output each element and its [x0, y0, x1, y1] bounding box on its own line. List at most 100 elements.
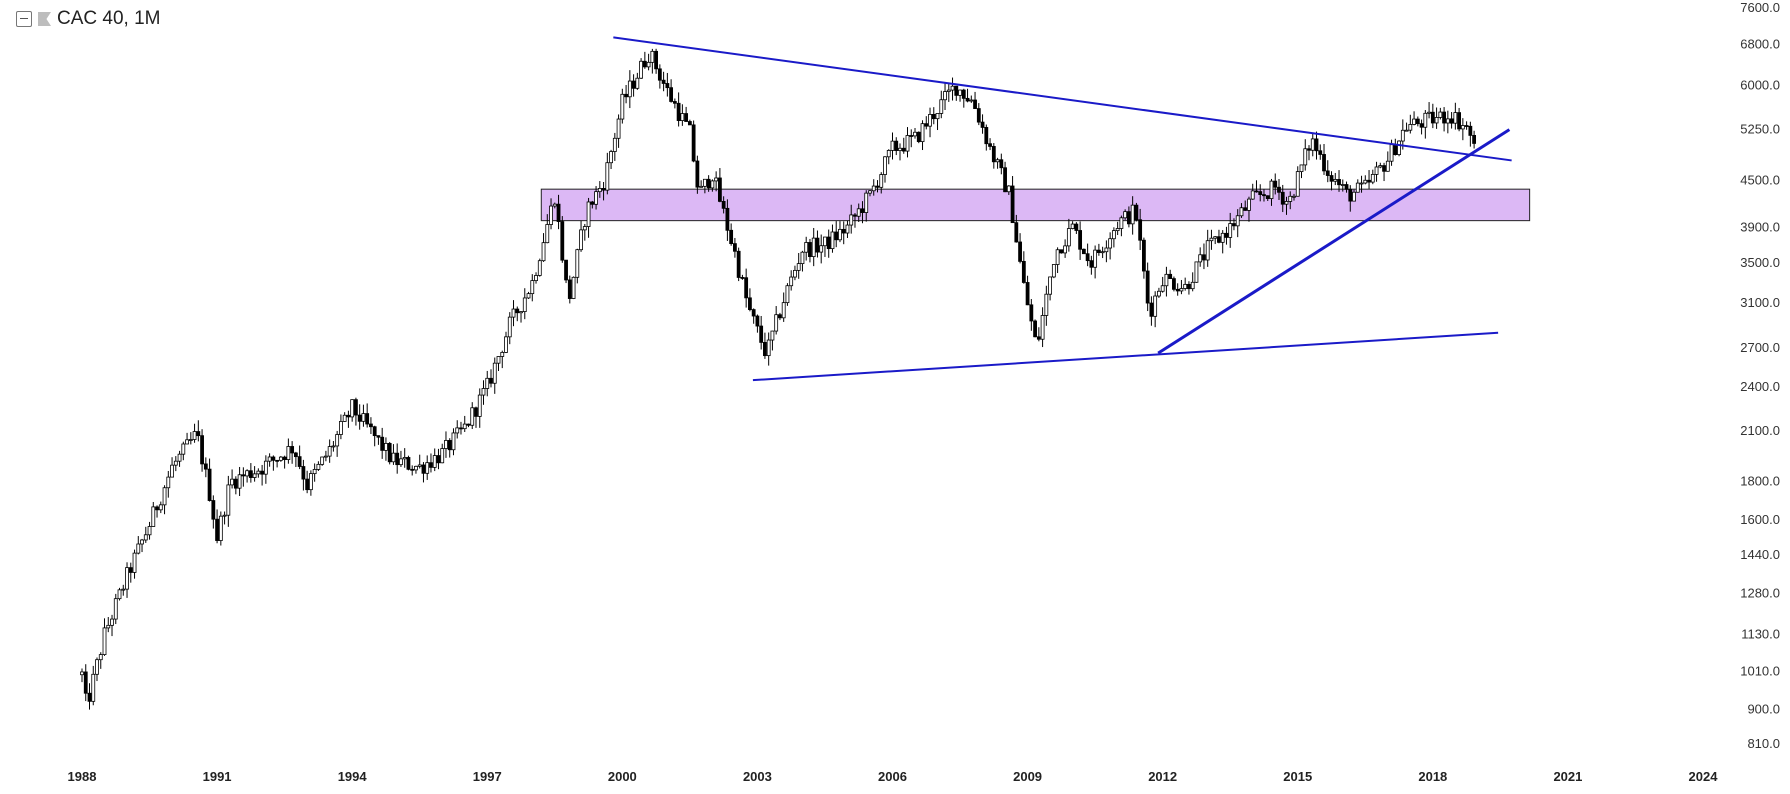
candle-down: [1078, 230, 1083, 250]
time-axis[interactable]: 1988 1991 1994 1997 2000 2003 2006 2009 2012 2015…: [68, 769, 1719, 784]
candle-down: [1003, 167, 1007, 193]
candle-up: [552, 203, 557, 207]
candle-down: [853, 214, 857, 217]
candle-down: [676, 102, 681, 121]
candle-up: [1205, 240, 1210, 261]
candle-up: [1130, 204, 1135, 225]
candle-down: [601, 188, 606, 191]
candle-down: [1089, 260, 1094, 268]
candle-up: [1400, 129, 1405, 142]
upper-resistance-trendline[interactable]: [613, 36, 1512, 162]
candle-up: [1239, 207, 1244, 217]
price-axis[interactable]: 7600.0 6800.0 6000.0 5250.0 4500.0 3900.0 3500…: [1740, 0, 1780, 751]
candle-down: [691, 124, 696, 162]
candle-up: [804, 242, 809, 253]
x-tick-label: 1988: [68, 769, 97, 784]
candle-up: [1408, 124, 1413, 131]
candle-up: [650, 50, 655, 63]
candle-up: [230, 478, 234, 486]
candle-up: [504, 336, 508, 353]
candle-up: [1157, 290, 1161, 297]
candle-down: [965, 97, 970, 102]
candle-up: [800, 251, 805, 265]
candle-up: [1359, 182, 1364, 185]
candle-down: [369, 423, 373, 428]
candles-layer: [80, 48, 1477, 710]
candle-up: [1370, 174, 1375, 183]
y-tick-label: 6000.0: [1740, 78, 1780, 93]
candle-down: [290, 446, 295, 454]
candle-up: [845, 224, 850, 234]
candle-down: [808, 242, 812, 258]
y-tick-label: 1600.0: [1740, 512, 1780, 527]
candle-down: [736, 250, 741, 278]
candle-down: [1280, 191, 1285, 205]
candle-down: [1254, 190, 1259, 193]
candle-down: [1168, 273, 1173, 279]
candle-down: [961, 89, 966, 99]
candle-up: [267, 456, 272, 462]
candle-up: [1352, 191, 1356, 202]
candle-down: [988, 143, 992, 147]
candle-up: [714, 177, 719, 182]
rising-support-trendline[interactable]: [1157, 128, 1511, 355]
candle-up: [320, 456, 325, 465]
candle-down: [429, 462, 433, 468]
candle-up: [432, 455, 437, 468]
candle-up: [339, 421, 343, 435]
candle-up: [579, 229, 583, 251]
candle-up: [331, 445, 336, 448]
candle-down: [1172, 278, 1176, 290]
candle-up: [1247, 198, 1251, 211]
candle-up: [1108, 238, 1113, 249]
candle-up: [95, 659, 99, 675]
candle-up: [496, 356, 501, 364]
candle-up: [462, 423, 467, 430]
collapse-icon[interactable]: [16, 11, 32, 27]
candle-down: [410, 468, 415, 471]
candle-up: [575, 249, 580, 278]
candle-up: [526, 293, 531, 299]
candle-down: [1419, 123, 1424, 128]
candle-down: [1325, 170, 1330, 176]
candle-up: [1006, 185, 1011, 193]
candle-down: [695, 160, 700, 188]
candle-up: [1111, 230, 1116, 240]
candle-down: [924, 123, 929, 127]
lower-support-trendline[interactable]: [752, 331, 1499, 382]
candle-up: [1374, 166, 1379, 175]
candle-up: [1460, 125, 1465, 130]
candle-up: [492, 362, 497, 384]
candle-down: [661, 79, 666, 84]
candle-up: [1434, 117, 1439, 124]
candle-down: [1449, 118, 1454, 124]
candle-up: [1397, 140, 1401, 156]
candle-up: [1340, 184, 1345, 186]
candle-up: [98, 654, 103, 661]
candle-down: [1010, 185, 1015, 224]
candle-up: [132, 552, 137, 573]
candle-up: [1412, 118, 1416, 125]
candle-down: [260, 470, 265, 475]
candle-down: [1382, 165, 1386, 172]
y-tick-label: 3900.0: [1740, 219, 1780, 234]
candle-up: [1123, 211, 1128, 219]
candle-down: [1187, 283, 1191, 290]
candle-up: [950, 85, 955, 91]
y-tick-label: 7600.0: [1740, 0, 1780, 15]
candle-down: [687, 121, 692, 126]
candle-up: [1389, 144, 1394, 162]
support-resistance-zone[interactable]: [540, 188, 1531, 222]
drawings-layer: [613, 36, 1512, 382]
candle-up: [342, 414, 347, 422]
candle-down: [931, 114, 936, 120]
y-tick-label: 3100.0: [1740, 295, 1780, 310]
candle-down: [841, 228, 846, 234]
candle-up: [1040, 315, 1045, 340]
candle-up: [1044, 293, 1049, 316]
flag-icon[interactable]: [38, 12, 51, 26]
x-tick-label: 2006: [878, 769, 907, 784]
candle-down: [1232, 223, 1236, 227]
